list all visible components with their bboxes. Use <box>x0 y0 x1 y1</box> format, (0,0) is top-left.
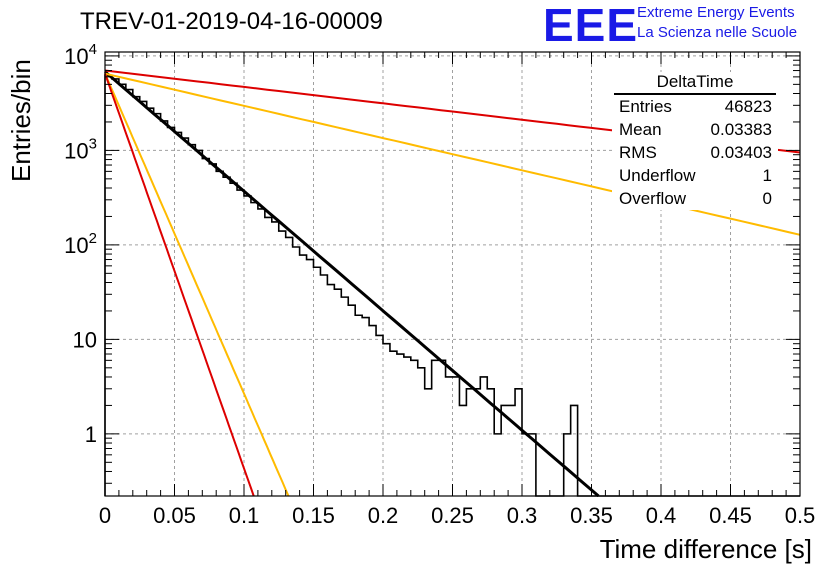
x-tick-label: 0.45 <box>709 503 752 528</box>
x-tick-label: 0.05 <box>153 503 196 528</box>
fit-line-3 <box>104 73 290 497</box>
logo-line-2: La Scienza nelle Scuole <box>637 24 798 41</box>
stats-value: 0.03403 <box>710 143 772 162</box>
stats-row: Underflow 1 <box>612 164 778 187</box>
plot-title: TREV-01-2019-04-16-00009 <box>80 8 383 35</box>
stats-box: DeltaTime Entries 46823 Mean 0.03383 RMS… <box>612 72 778 210</box>
y-tick-label: 1 <box>85 422 97 447</box>
eee-logo: EEE <box>543 0 639 51</box>
y-tick-label: 103 <box>64 135 97 163</box>
stats-value: 0 <box>762 189 772 208</box>
x-axis-label: Time difference [s] <box>599 534 812 564</box>
y-axis-label: Entries/bin <box>6 59 36 182</box>
stats-label: Overflow <box>619 189 687 208</box>
y-tick-label: 102 <box>64 230 97 258</box>
y-axis-label-box: Entries/bin <box>4 59 36 210</box>
x-tick-label: 0.2 <box>368 503 399 528</box>
stats-row: Entries 46823 <box>612 95 778 118</box>
x-tick-label: 0.35 <box>570 503 613 528</box>
stats-row: RMS 0.03403 <box>612 141 778 164</box>
y-tick-label: 104 <box>64 41 97 69</box>
stats-label: Underflow <box>619 166 696 185</box>
logo-text: Extreme Energy Events La Scienza nelle S… <box>637 3 797 43</box>
stats-title: DeltaTime <box>614 72 776 95</box>
stats-row: Mean 0.03383 <box>612 118 778 141</box>
fit-line-0 <box>104 70 600 498</box>
x-tick-label: 0.25 <box>431 503 474 528</box>
stats-value: 0.03383 <box>710 120 772 139</box>
x-tick-label: 0 <box>99 503 111 528</box>
x-tick-label: 0.1 <box>229 503 260 528</box>
stats-label: Entries <box>619 97 672 116</box>
x-tick-label: 0.3 <box>507 503 538 528</box>
stats-row: Overflow 0 <box>612 187 778 210</box>
x-tick-label: 0.15 <box>292 503 335 528</box>
x-tick-label: 0.5 <box>785 503 816 528</box>
stats-value: 1 <box>762 166 772 185</box>
fit-line-4 <box>104 73 255 497</box>
logo-line-1: Extreme Energy Events <box>637 4 795 21</box>
x-tick-label: 0.4 <box>646 503 677 528</box>
stats-label: Mean <box>619 120 662 139</box>
stats-label: RMS <box>619 143 657 162</box>
stats-value: 46823 <box>724 97 772 116</box>
y-tick-label: 10 <box>73 327 97 352</box>
